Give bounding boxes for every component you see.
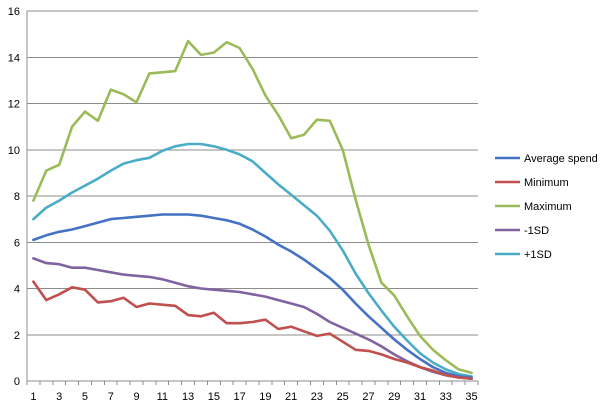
axes bbox=[26, 11, 479, 385]
x-tick-label: 21 bbox=[285, 391, 297, 403]
x-tick-label: 35 bbox=[465, 391, 477, 403]
x-tick-label: 7 bbox=[108, 391, 114, 403]
legend-label: Maximum bbox=[524, 201, 572, 213]
x-tick-label: 17 bbox=[233, 391, 245, 403]
y-tick-label: 14 bbox=[8, 52, 20, 64]
y-tick-label: 10 bbox=[8, 145, 20, 157]
y-tick-label: 12 bbox=[8, 99, 20, 111]
x-tick-labels: 1 3 5 7 9 11 13 15 17 19 21 23 25 27 29 31 33 35 bbox=[30, 391, 477, 403]
y-tick-labels: 0 2 4 6 8 10 12 14 16 bbox=[8, 6, 20, 388]
legend: Average spend Minimum Maximum -1SD +1SD bbox=[495, 153, 598, 261]
x-tick-label: 3 bbox=[56, 391, 62, 403]
x-tick-label: 1 bbox=[30, 391, 36, 403]
x-tick-label: 23 bbox=[311, 391, 323, 403]
series-lines bbox=[32, 39, 473, 381]
series-line-minimum bbox=[32, 280, 473, 381]
x-tick-label: 11 bbox=[157, 391, 168, 403]
series-line--1sd bbox=[32, 257, 473, 381]
x-tick-label: 27 bbox=[362, 391, 374, 403]
x-tick-label: 25 bbox=[337, 391, 349, 403]
y-tick-label: 8 bbox=[14, 191, 20, 203]
x-tick-label: 19 bbox=[259, 391, 271, 403]
legend-label: Average spend bbox=[524, 153, 598, 165]
legend-label: -1SD bbox=[524, 225, 549, 237]
legend-label: +1SD bbox=[524, 249, 552, 261]
series-line-average-spend bbox=[32, 213, 473, 379]
y-tick-label: 6 bbox=[14, 237, 20, 249]
gridlines bbox=[27, 10, 478, 336]
x-tick-label: 29 bbox=[388, 391, 400, 403]
series-line--1sd bbox=[32, 142, 473, 378]
x-tick-label: 15 bbox=[208, 391, 220, 403]
legend-label: Minimum bbox=[524, 177, 569, 189]
series-line-maximum bbox=[32, 39, 473, 375]
y-tick-label: 4 bbox=[14, 284, 20, 296]
y-tick-label: 2 bbox=[14, 330, 20, 342]
y-tick-label: 0 bbox=[14, 376, 20, 388]
x-tick-label: 31 bbox=[414, 391, 426, 403]
x-tick-label: 5 bbox=[82, 391, 88, 403]
x-tick-label: 9 bbox=[133, 391, 139, 403]
x-tick-label: 33 bbox=[440, 391, 452, 403]
x-tick-label: 13 bbox=[182, 391, 194, 403]
y-tick-label: 16 bbox=[8, 6, 20, 18]
